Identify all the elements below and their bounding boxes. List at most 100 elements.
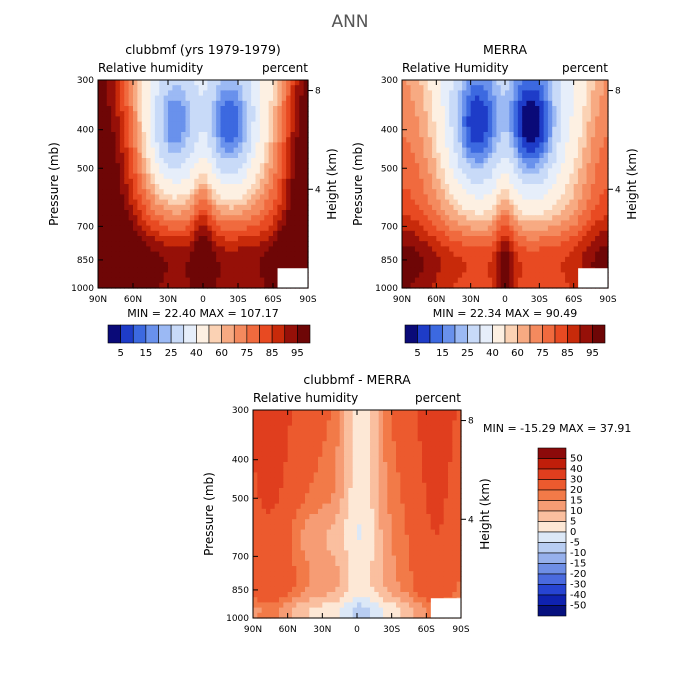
contour-cell bbox=[573, 80, 579, 86]
contour-cell bbox=[251, 106, 257, 112]
contour-cell bbox=[474, 189, 480, 195]
contour-cell bbox=[309, 441, 315, 447]
contour-cell bbox=[257, 498, 263, 505]
contour-cell bbox=[603, 158, 609, 164]
contour-cell bbox=[453, 246, 459, 253]
contour-cell bbox=[513, 267, 519, 273]
contour-cell bbox=[102, 173, 108, 180]
contour-cell bbox=[402, 173, 407, 180]
contour-cell bbox=[266, 472, 271, 479]
contour-cell bbox=[168, 225, 173, 232]
contour-cell bbox=[470, 80, 476, 86]
contour-cell bbox=[309, 415, 315, 421]
contour-cell bbox=[496, 204, 502, 211]
contour-cell bbox=[419, 126, 425, 133]
contour-cell bbox=[526, 152, 532, 159]
contour-cell bbox=[185, 121, 191, 128]
contour-cell bbox=[448, 508, 453, 515]
contour-cell bbox=[115, 168, 121, 175]
contour-cell bbox=[233, 126, 239, 133]
contour-cell bbox=[509, 147, 515, 154]
contour-cell bbox=[238, 116, 243, 123]
contour-cell bbox=[586, 85, 592, 91]
contour-cell bbox=[383, 482, 388, 489]
contour-cell bbox=[543, 126, 549, 133]
contour-cell bbox=[124, 173, 130, 180]
contour-cell bbox=[251, 204, 257, 211]
contour-cell bbox=[194, 163, 200, 169]
contour-cell bbox=[286, 85, 292, 91]
contour-cell bbox=[556, 152, 562, 159]
contour-cell bbox=[560, 121, 566, 128]
contour-cell bbox=[383, 467, 388, 473]
x-tick-label: 0 bbox=[502, 295, 508, 305]
contour-cell bbox=[361, 436, 367, 442]
contour-cell bbox=[586, 106, 592, 112]
contour-cell bbox=[560, 262, 566, 268]
contour-cell bbox=[603, 85, 609, 91]
contour-cell bbox=[290, 189, 296, 195]
contour-cell bbox=[102, 126, 108, 133]
contour-cell bbox=[102, 215, 108, 221]
contour-cell bbox=[436, 126, 442, 133]
contour-cell bbox=[246, 204, 252, 211]
contour-cell bbox=[406, 158, 412, 164]
contour-cell bbox=[487, 178, 493, 185]
contour-cell bbox=[573, 111, 579, 117]
contour-cell bbox=[573, 147, 579, 154]
contour-cell bbox=[339, 477, 345, 484]
contour-cell bbox=[203, 95, 208, 102]
contour-cell bbox=[487, 95, 493, 102]
contour-cell bbox=[599, 199, 605, 206]
contour-cell bbox=[238, 158, 243, 164]
contour-cell bbox=[303, 178, 309, 185]
contour-cell bbox=[198, 262, 204, 268]
contour-cell bbox=[586, 142, 592, 149]
contour-cell bbox=[404, 451, 410, 458]
contour-cell bbox=[410, 184, 416, 190]
contour-cell bbox=[339, 425, 345, 432]
contour-cell bbox=[268, 152, 274, 159]
contour-cell bbox=[141, 220, 147, 227]
contour-cell bbox=[274, 462, 280, 468]
contour-cell bbox=[357, 493, 362, 499]
contour-cell bbox=[98, 230, 103, 237]
contour-cell bbox=[457, 272, 463, 279]
contour-cell bbox=[133, 178, 138, 185]
contour-cell bbox=[453, 241, 459, 247]
contour-cell bbox=[370, 410, 375, 416]
contour-cell bbox=[211, 152, 217, 159]
contour-cell bbox=[238, 80, 243, 86]
contour-cell bbox=[452, 451, 458, 458]
contour-cell bbox=[444, 236, 450, 242]
contour-cell bbox=[414, 272, 420, 279]
contour-cell bbox=[255, 204, 261, 211]
contour-cell bbox=[595, 126, 601, 133]
contour-cell bbox=[277, 241, 283, 247]
contour-cell bbox=[432, 106, 437, 112]
contour-cell bbox=[496, 267, 502, 273]
contour-cell bbox=[535, 215, 540, 221]
contour-cell bbox=[522, 80, 528, 86]
contour-cell bbox=[444, 116, 450, 123]
contour-cell bbox=[474, 152, 480, 159]
contour-cell bbox=[517, 168, 523, 175]
contour-cell bbox=[565, 95, 570, 102]
contour-cell bbox=[448, 410, 453, 416]
contour-cell bbox=[448, 467, 453, 473]
contour-cell bbox=[286, 199, 292, 206]
contour-cell bbox=[300, 456, 306, 463]
contour-cell bbox=[582, 184, 588, 190]
contour-cell bbox=[246, 90, 252, 97]
contour-cell bbox=[264, 210, 270, 216]
contour-cell bbox=[569, 267, 575, 273]
contour-cell bbox=[305, 514, 310, 520]
contour-cell bbox=[141, 147, 147, 154]
contour-cell bbox=[410, 272, 416, 279]
contour-cell bbox=[203, 272, 208, 279]
contour-cell bbox=[344, 441, 349, 447]
contour-cell bbox=[115, 142, 121, 149]
contour-cell bbox=[224, 184, 230, 190]
contour-cell bbox=[286, 230, 292, 237]
contour-cell bbox=[185, 220, 191, 227]
